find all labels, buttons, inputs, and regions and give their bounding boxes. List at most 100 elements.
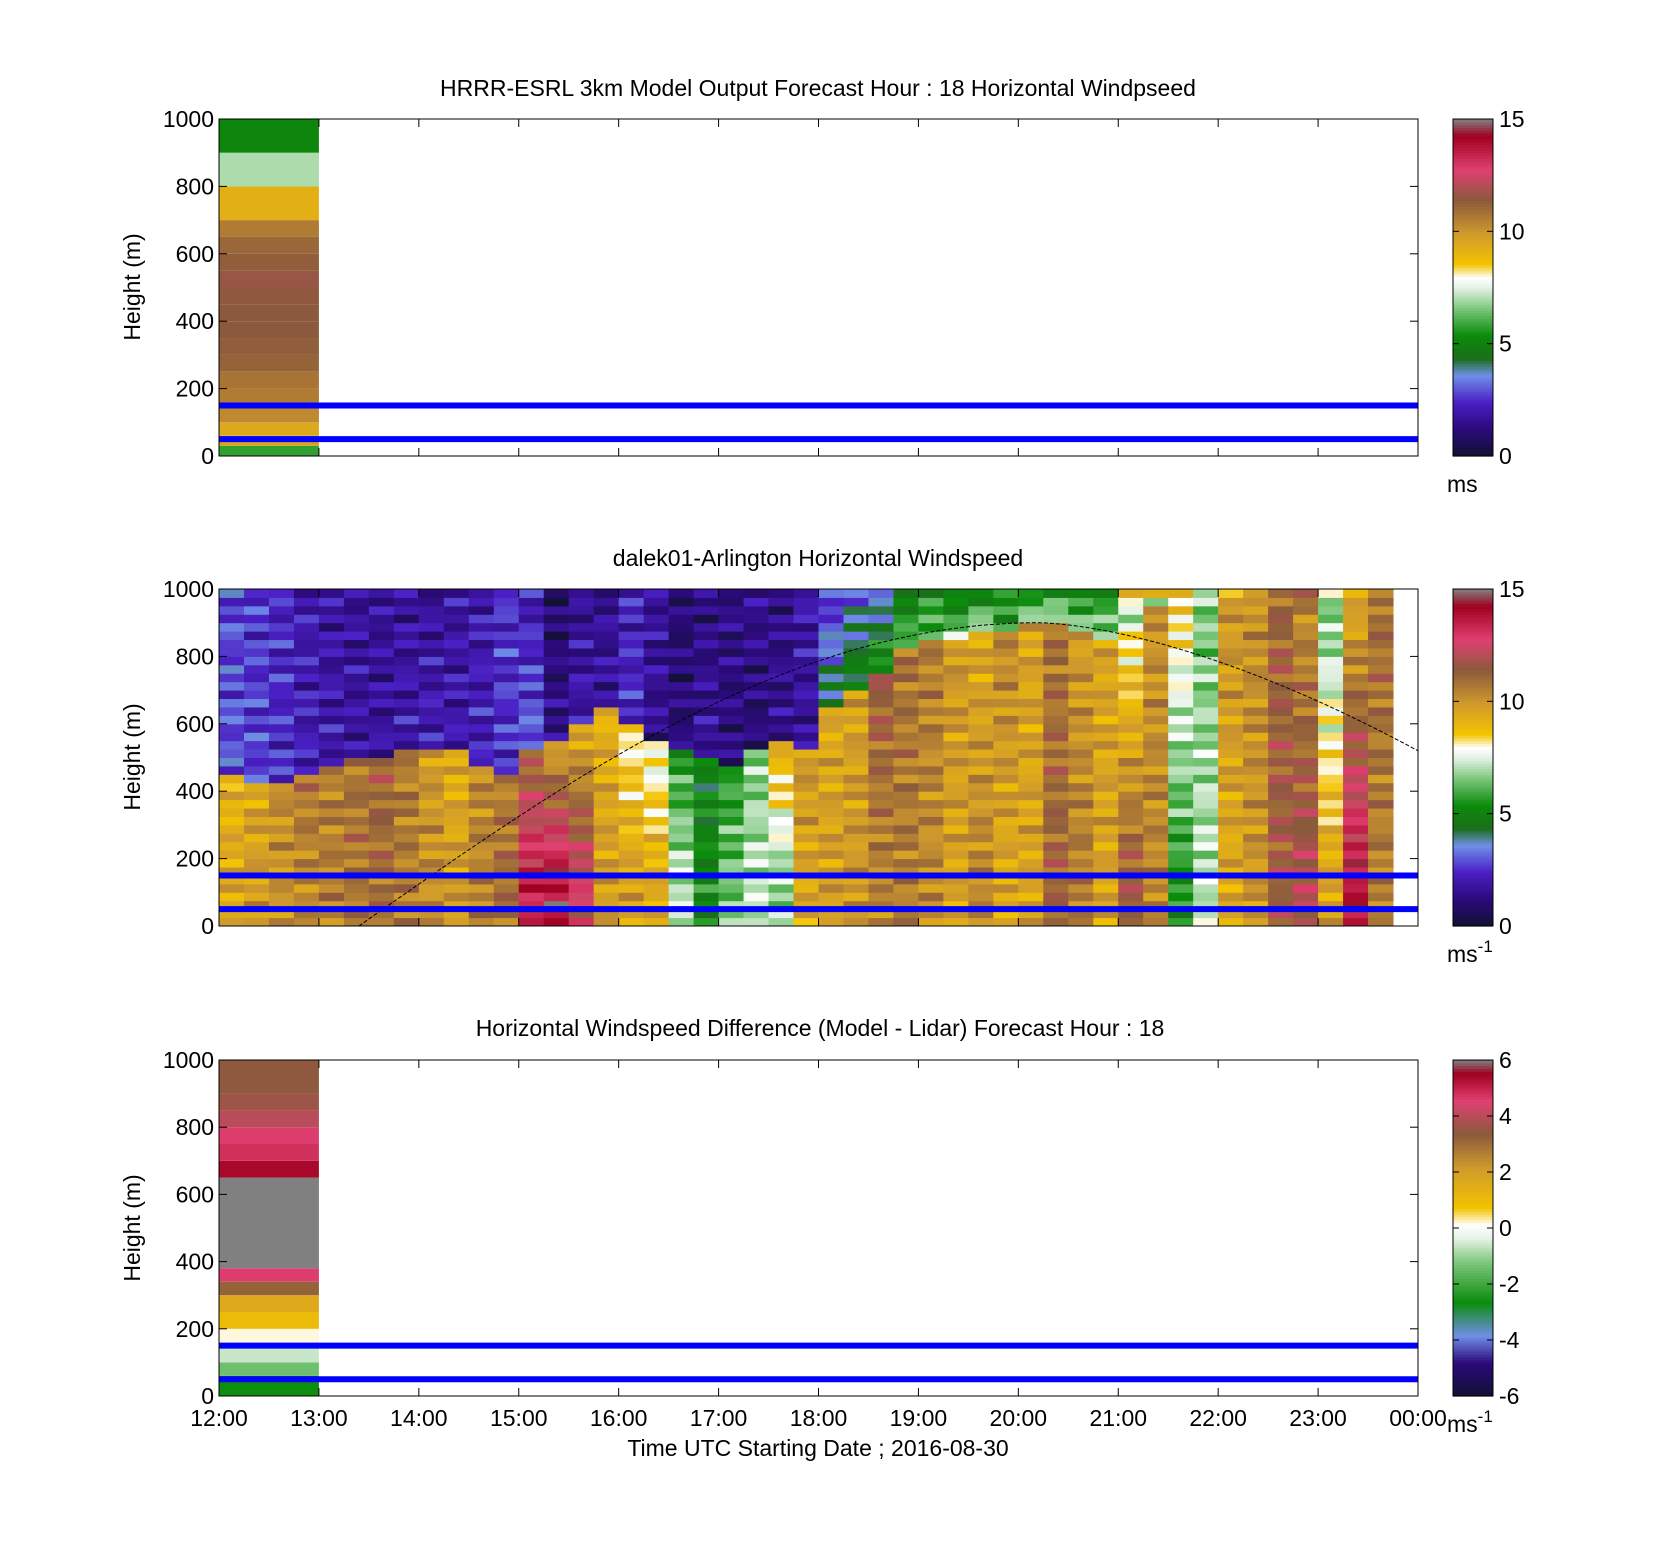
heatmap-cell [1018, 791, 1044, 801]
heatmap-cell [1193, 631, 1219, 641]
heatmap-cell [1093, 673, 1119, 683]
heatmap-cell [543, 816, 570, 826]
heatmap-cell [1143, 917, 1169, 927]
heatmap-cell [718, 774, 745, 784]
colorbar-segment [1453, 394, 1493, 398]
heatmap-cell [718, 850, 745, 860]
heatmap-cell [968, 597, 994, 607]
heatmap-cell [718, 833, 745, 843]
heatmap-cell [693, 917, 720, 927]
heatmap-cell [393, 647, 420, 657]
heatmap-cell [568, 858, 595, 868]
heatmap-cell [219, 765, 245, 775]
heatmap-cell [818, 740, 844, 750]
heatmap-cell [318, 673, 345, 683]
heatmap-cell [1268, 909, 1294, 919]
heatmap-cell [593, 690, 620, 700]
colorbar-segment [1453, 1166, 1493, 1170]
colorbar-segment [1453, 1393, 1493, 1397]
heatmap-cell [918, 757, 944, 767]
heatmap-cell [768, 917, 795, 927]
colorbar-segment [1453, 869, 1493, 874]
heatmap-cell [343, 791, 370, 801]
heatmap-cell [868, 900, 894, 910]
heatmap-cell [468, 824, 495, 834]
heatmap-cell [718, 673, 745, 683]
heatmap-cell [518, 808, 545, 817]
heatmap-cell [1268, 723, 1294, 733]
heatmap-cell [343, 917, 370, 927]
heatmap-cell [993, 782, 1019, 792]
heatmap-cell [568, 656, 595, 666]
heatmap-cell [343, 740, 370, 750]
heatmap-cell [768, 757, 795, 767]
heatmap-cell [1218, 883, 1244, 893]
heatmap-cell [893, 909, 919, 919]
heatmap-cell [718, 681, 745, 691]
heatmap-cell [318, 698, 345, 708]
heatmap-cell [643, 597, 670, 607]
heatmap-cell [393, 765, 420, 775]
heatmap-cell [1168, 909, 1194, 919]
heatmap-cell [943, 597, 969, 607]
heatmap-cell [568, 690, 595, 700]
heatmap-cell [293, 909, 320, 919]
heatmap-cell [493, 647, 520, 657]
heatmap-cell [1293, 706, 1319, 716]
colorbar-segment [1453, 684, 1493, 688]
heatmap-cell [1368, 867, 1394, 876]
heatmap-cell [918, 664, 944, 674]
heatmap-cell [1343, 808, 1369, 817]
heatmap-cell [518, 656, 545, 666]
heatmap-cell [918, 614, 944, 624]
heatmap-cell [368, 858, 395, 868]
heatmap-cell [1068, 749, 1094, 758]
heatmap-cell [768, 690, 795, 700]
heatmap-cell [968, 791, 994, 801]
heatmap-cell [543, 723, 570, 733]
heatmap-cell [1043, 833, 1069, 843]
heatmap-cell [818, 833, 844, 843]
colorbar-segment [1453, 1258, 1493, 1263]
colorbar-segment [1453, 172, 1493, 176]
heatmap-cell [468, 791, 495, 801]
heatmap-cell [468, 732, 495, 742]
heatmap-cell [768, 597, 795, 607]
heatmap-cell [793, 791, 819, 801]
heatmap-cell [843, 841, 869, 851]
heatmap-cell [1243, 740, 1269, 750]
panel-model-ylabel: Height (m) [119, 233, 145, 340]
heatmap-cell [1343, 782, 1369, 792]
heatmap-cell [1243, 833, 1269, 843]
heatmap-cell [1368, 732, 1394, 742]
heatmap-cell [1368, 850, 1394, 860]
heatmap-cell [718, 858, 745, 868]
heatmap-cell [993, 698, 1019, 708]
heatmap-cell [643, 782, 670, 792]
heatmap-cell [893, 715, 919, 725]
heatmap-cell [268, 841, 295, 851]
heatmap-cell [968, 841, 994, 851]
heatmap-cell [493, 774, 520, 784]
heatmap-cell [468, 841, 495, 851]
colorbar-segment [1453, 1340, 1493, 1344]
heatmap-cell [618, 740, 645, 750]
heatmap-cell [418, 858, 445, 868]
colorbar-segment [1453, 886, 1493, 891]
heatmap-cell [1018, 681, 1044, 691]
heatmap-cell [518, 850, 545, 860]
heatmap-cell [943, 867, 969, 876]
heatmap-cell [318, 867, 345, 876]
colorbar-segment [1453, 208, 1493, 213]
colorbar-segment [1453, 737, 1493, 742]
heatmap-cell [1293, 631, 1319, 641]
colorbar-segment [1453, 380, 1493, 384]
heatmap-cell [293, 799, 320, 809]
heatmap-cell [393, 605, 420, 615]
colorbar-segment [1453, 712, 1493, 716]
colorbar-segment [1453, 427, 1493, 432]
heatmap-cell [493, 723, 520, 733]
colorbar-segment [1453, 1079, 1493, 1083]
heatmap-cell [1293, 833, 1319, 843]
heatmap-cell [593, 808, 620, 817]
